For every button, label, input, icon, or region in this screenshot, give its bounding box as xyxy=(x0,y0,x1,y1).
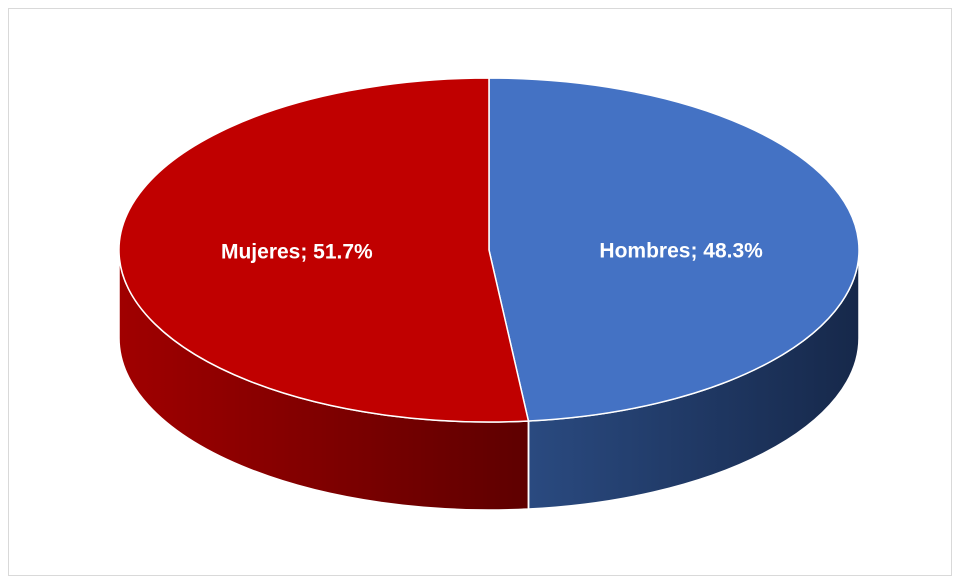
pie-slice-hombres xyxy=(488,77,860,422)
data-label-mujeres: Mujeres; 51.7% xyxy=(221,240,373,263)
pie-slice-mujeres xyxy=(118,77,530,423)
data-label-hombres: Hombres; 48.3% xyxy=(599,240,763,263)
